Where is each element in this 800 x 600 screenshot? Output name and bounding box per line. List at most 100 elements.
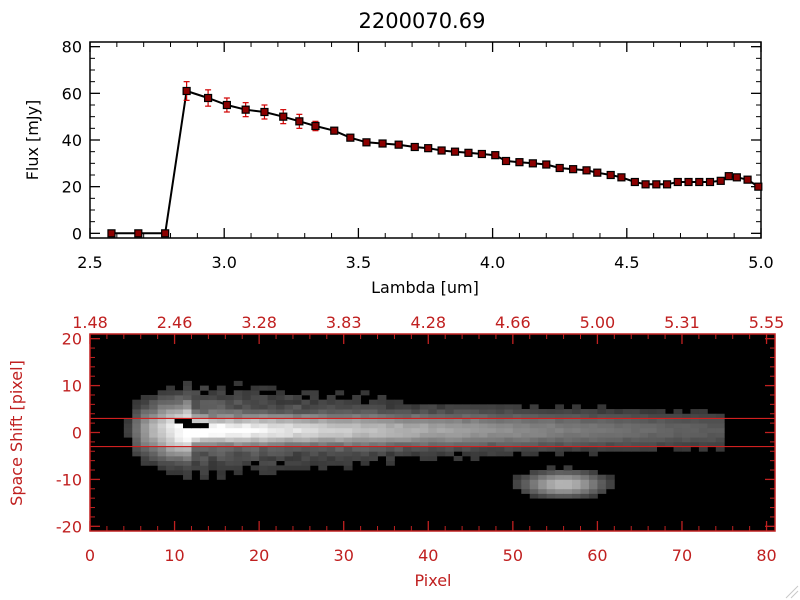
image-pixel bbox=[292, 455, 302, 462]
image-pixel bbox=[462, 446, 471, 452]
image-pixel bbox=[555, 418, 564, 424]
image-pixel bbox=[546, 488, 556, 494]
image-pixel bbox=[267, 470, 277, 476]
image-pixel bbox=[208, 390, 218, 396]
hot-pixel bbox=[183, 423, 192, 429]
image-pixel bbox=[267, 399, 277, 405]
spectrum-ticks: 2.5 3.0 3.5 4.0 4.5 5.0 0 20 40 60 80 bbox=[62, 38, 774, 272]
image-pixel bbox=[707, 413, 717, 419]
image-pixel bbox=[233, 470, 243, 476]
image-pixel bbox=[318, 399, 328, 405]
image-pixel bbox=[343, 409, 353, 415]
image-pixel bbox=[233, 446, 243, 452]
image-pixel bbox=[580, 423, 590, 429]
image-pixel bbox=[216, 423, 226, 429]
image-pixel bbox=[639, 427, 649, 433]
image-pixel bbox=[462, 409, 471, 415]
image-pixel bbox=[665, 432, 674, 438]
image-pixel bbox=[208, 446, 218, 452]
image-pixel bbox=[132, 404, 142, 410]
image-pixel bbox=[563, 413, 573, 419]
image-pixel bbox=[242, 432, 252, 438]
image-pixel bbox=[445, 423, 455, 429]
image-pixel bbox=[377, 394, 387, 401]
image-pixel bbox=[309, 409, 319, 415]
image-pixel bbox=[538, 446, 548, 452]
image-pixel bbox=[436, 413, 446, 419]
image-pixel bbox=[132, 413, 142, 419]
image-pixel bbox=[191, 460, 201, 466]
image-pixel bbox=[140, 423, 150, 429]
image-pixel bbox=[445, 404, 455, 410]
image-pixel bbox=[225, 455, 235, 462]
image-pixel bbox=[597, 418, 607, 424]
image-pixel bbox=[681, 446, 691, 452]
image-pixel bbox=[580, 413, 590, 419]
image-pixel bbox=[504, 423, 514, 429]
image-pixel bbox=[157, 413, 167, 419]
image-pixel bbox=[462, 423, 471, 429]
image-pixel bbox=[309, 413, 319, 419]
image-pixel bbox=[343, 465, 353, 471]
image-y-tick-label: 0 bbox=[72, 424, 82, 443]
image-pixel bbox=[555, 451, 564, 457]
image-pixel bbox=[622, 418, 632, 424]
image-pixel bbox=[504, 427, 514, 433]
image-pixel bbox=[326, 441, 336, 447]
image-pixel bbox=[166, 404, 175, 410]
image-pixel bbox=[183, 413, 192, 419]
spectrum-data-point bbox=[362, 138, 371, 147]
image-pixel bbox=[183, 446, 192, 452]
image-pixel bbox=[495, 441, 505, 447]
image-pixel bbox=[428, 441, 438, 447]
image-pixel bbox=[605, 432, 615, 438]
image-pixel bbox=[233, 455, 243, 462]
image-pixel bbox=[614, 441, 624, 447]
image-pixel bbox=[656, 432, 666, 438]
image-pixel bbox=[715, 446, 725, 452]
image-pixel bbox=[428, 413, 438, 419]
image-pixel bbox=[326, 455, 336, 462]
spectrum-data-point bbox=[394, 140, 403, 149]
image-pixel bbox=[276, 455, 285, 462]
image-pixel bbox=[284, 427, 294, 433]
image-pixel bbox=[191, 455, 201, 462]
image-pixel bbox=[487, 409, 497, 415]
image-pixel bbox=[411, 409, 421, 415]
image-pixel bbox=[411, 404, 421, 410]
image-pixel bbox=[233, 390, 243, 396]
image-pixel bbox=[259, 460, 268, 466]
image-pixel bbox=[453, 455, 463, 462]
image-pixel bbox=[597, 427, 607, 433]
image-pixel bbox=[174, 460, 184, 466]
image-pixel bbox=[191, 427, 201, 433]
image-pixel bbox=[394, 446, 404, 452]
image-pixel bbox=[132, 427, 142, 433]
image-pixel bbox=[698, 437, 708, 443]
image-pixel bbox=[157, 418, 167, 424]
resize-grip[interactable] bbox=[785, 585, 799, 599]
image-pixel bbox=[546, 432, 556, 438]
image-pixel bbox=[707, 427, 717, 433]
image-pixel bbox=[512, 484, 522, 490]
image-pixel bbox=[572, 479, 581, 485]
image-pixel bbox=[259, 441, 268, 447]
image-pixel bbox=[707, 418, 717, 424]
image-pixel bbox=[580, 432, 590, 438]
image-pixel bbox=[242, 413, 252, 419]
image-pixel bbox=[318, 413, 328, 419]
image-pixel bbox=[225, 423, 235, 429]
image-top-tick-label: 3.28 bbox=[241, 313, 277, 332]
image-pixel bbox=[377, 404, 387, 410]
image-pixel bbox=[394, 427, 404, 433]
spectrum-data-point bbox=[501, 156, 511, 166]
image-pixel bbox=[546, 465, 556, 471]
image-pixel bbox=[123, 432, 133, 438]
image-y-tick-label: -20 bbox=[56, 517, 82, 536]
image-pixel bbox=[639, 446, 649, 452]
image-pixel bbox=[225, 409, 235, 415]
image-pixel bbox=[191, 404, 201, 410]
image-pixel bbox=[284, 465, 294, 471]
image-pixel bbox=[216, 427, 226, 433]
image-pixel bbox=[199, 427, 209, 433]
